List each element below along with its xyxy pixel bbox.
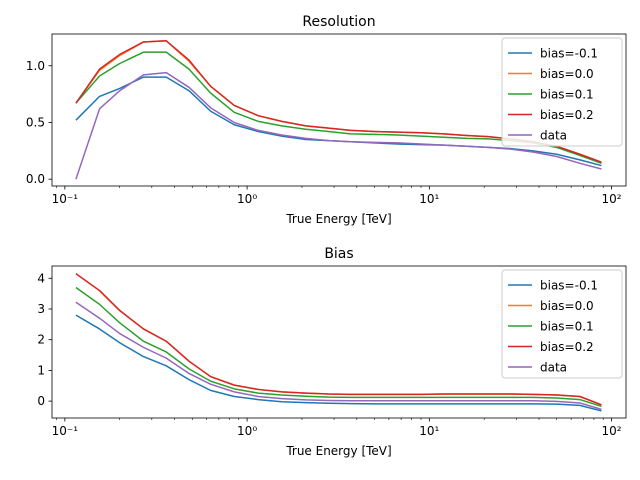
axes-frame [51,265,627,419]
series-line-bias=0.2 [75,273,602,406]
x-tick-label: 10⁰ [237,424,257,438]
x-tick-label: 10⁻¹ [52,192,79,206]
legend-label: bias=-0.1 [540,47,598,61]
y-tick-label: 2 [37,333,45,347]
x-tick-label: 10⁰ [237,192,257,206]
y-tick-label: 0 [37,394,45,408]
x-tick-label: 10⁻¹ [52,424,79,438]
x-tick-label: 10² [602,424,622,438]
y-tick-label: 0.5 [26,115,45,129]
legend: bias=-0.1 bias=0.0 bias=0.1 bias=0.2 data [501,37,623,147]
series-line-data [75,71,602,180]
subplot-1: Resolution 10⁻¹ 10⁰ 10¹ 10² 0.0 0.5 1.0 True Ene… [26,14,627,226]
legend: bias=-0.1 bias=0.0 bias=0.1 bias=0.2 data [501,269,623,379]
series-line-data [75,301,602,411]
series-line-bias=0.1 [75,286,602,408]
legend-label: bias=0.0 [540,67,594,81]
legend-box [501,37,623,147]
legend-label: data [540,129,567,143]
axes-frame [51,33,627,187]
legend-label: bias=0.2 [540,340,594,354]
legend-label: bias=0.0 [540,299,594,313]
x-axis-label: True Energy [TeV] [285,212,391,226]
y-tick-label: 1 [37,363,45,377]
subplot-2: Bias 10⁻¹ 10⁰ 10¹ 10² 0 1 2 3 4 True Energy [TeV] b… [37,246,627,458]
legend-label: bias=-0.1 [540,279,598,293]
x-axis-label: True Energy [TeV] [285,444,391,458]
chart-title: Resolution [302,14,375,30]
y-tick-label: 3 [37,302,45,316]
y-tick-label: 4 [37,271,45,285]
legend-box [501,269,623,379]
y-tick-label: 1.0 [26,59,45,73]
legend-label: bias=0.2 [540,108,594,122]
chart-title: Bias [324,246,353,262]
legend-label: bias=0.1 [540,88,594,102]
y-tick-label: 0.0 [26,172,45,186]
series-line-bias=-0.1 [75,314,602,412]
x-tick-label: 10² [602,192,622,206]
legend-label: data [540,361,567,375]
legend-label: bias=0.1 [540,320,594,334]
x-tick-label: 10¹ [419,424,439,438]
x-tick-label: 10¹ [419,192,439,206]
